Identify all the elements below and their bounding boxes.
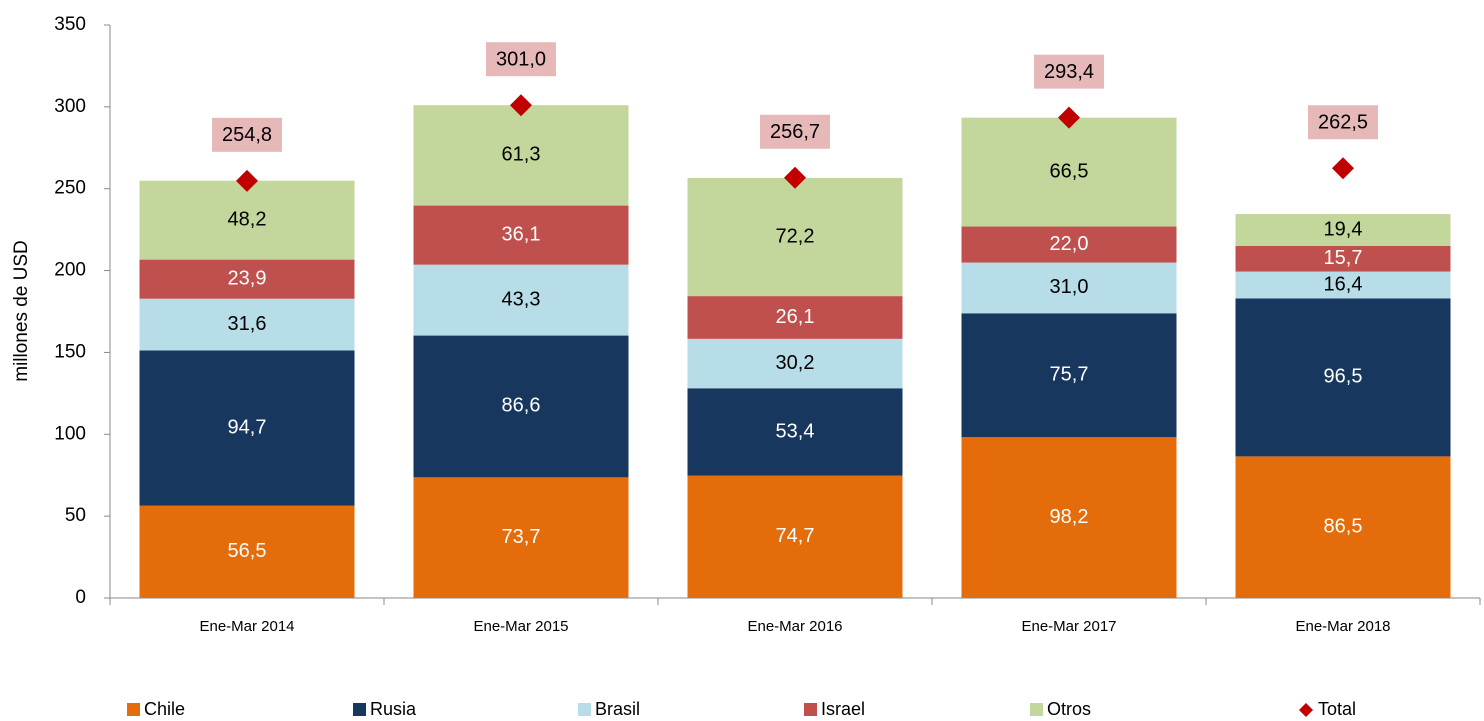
- data-label: 73,7: [502, 526, 541, 548]
- legend-swatch: [353, 703, 366, 716]
- legend-label: Rusia: [370, 699, 417, 719]
- data-label: 16,4: [1324, 273, 1363, 295]
- total-label: 293,4: [1044, 61, 1094, 83]
- bar-segment: [687, 177, 903, 297]
- data-label: 74,7: [776, 525, 815, 547]
- y-axis-label: millones de USD: [11, 240, 32, 382]
- data-label: 31,6: [228, 313, 267, 335]
- total-label: 256,7: [770, 121, 820, 143]
- bar-segment: [139, 298, 355, 351]
- legend-label: Brasil: [595, 699, 640, 719]
- y-tick-label: 300: [54, 96, 86, 117]
- y-tick-label: 150: [54, 341, 86, 362]
- data-label: 96,5: [1324, 366, 1363, 388]
- data-label: 94,7: [228, 416, 267, 438]
- legend-swatch: [804, 703, 817, 716]
- data-label: 72,2: [776, 225, 815, 247]
- bar-segment: [413, 205, 629, 265]
- bar-segment: [1235, 271, 1451, 299]
- data-label: 36,1: [502, 223, 541, 245]
- data-label: 56,5: [228, 540, 267, 562]
- data-label: 19,4: [1324, 218, 1363, 240]
- total-marker: [784, 166, 806, 189]
- x-tick-label: Ene-Mar 2016: [747, 618, 842, 635]
- total-marker: [1058, 106, 1080, 129]
- legend-label: Chile: [144, 699, 185, 719]
- bar-segment: [139, 350, 355, 506]
- data-label: 30,2: [776, 352, 815, 374]
- total-label: 301,0: [496, 49, 546, 71]
- data-label: 86,6: [502, 395, 541, 417]
- bar-segment: [413, 477, 629, 598]
- data-label: 48,2: [228, 208, 267, 230]
- x-tick-label: Ene-Mar 2018: [1295, 618, 1390, 635]
- bar-segment: [139, 259, 355, 299]
- y-tick-label: 200: [54, 260, 86, 281]
- bar-segment: [1235, 245, 1451, 272]
- bar-segment: [139, 505, 355, 598]
- legend-swatch: [578, 703, 591, 716]
- data-label: 31,0: [1050, 276, 1089, 298]
- data-label: 23,9: [228, 267, 267, 289]
- bar-segment: [1235, 298, 1451, 457]
- data-label: 86,5: [1324, 515, 1363, 537]
- total-label: 262,5: [1318, 112, 1368, 134]
- legend-swatch: [1030, 703, 1043, 716]
- data-label: 22,0: [1050, 233, 1089, 255]
- x-tick-label: Ene-Mar 2014: [199, 618, 294, 635]
- data-label: 61,3: [502, 144, 541, 166]
- data-label: 43,3: [502, 288, 541, 310]
- data-label: 66,5: [1050, 160, 1089, 182]
- data-label: 26,1: [776, 306, 815, 328]
- bar-segment: [961, 226, 1177, 263]
- x-tick-label: Ene-Mar 2015: [473, 618, 568, 635]
- data-label: 53,4: [776, 420, 815, 442]
- total-label-box: [1308, 105, 1378, 140]
- bar-segment: [687, 338, 903, 389]
- total-marker: [1332, 157, 1354, 180]
- legend-label: Israel: [821, 699, 865, 719]
- y-tick-label: 0: [75, 587, 86, 608]
- bar-segment: [687, 388, 903, 476]
- total-label-box: [212, 117, 282, 152]
- bar-segment: [961, 117, 1177, 227]
- total-label: 254,8: [222, 124, 272, 146]
- total-label-box: [760, 114, 830, 149]
- bar-segment: [687, 296, 903, 339]
- legend-label: Total: [1318, 699, 1356, 719]
- bar-segment: [687, 475, 903, 598]
- y-tick-label: 250: [54, 178, 86, 199]
- legend-swatch: [127, 703, 140, 716]
- legend-marker: [1299, 703, 1313, 717]
- data-label: 75,7: [1050, 364, 1089, 386]
- total-label-box: [486, 42, 556, 77]
- y-tick-label: 100: [54, 423, 86, 444]
- y-tick-label: 350: [54, 14, 86, 35]
- bar-segment: [413, 335, 629, 478]
- bar-segment: [961, 313, 1177, 438]
- bar-segment: [961, 437, 1177, 598]
- bar-segment: [413, 264, 629, 336]
- total-label-box: [1034, 54, 1104, 89]
- total-marker: [510, 94, 532, 117]
- bar-segment: [413, 105, 629, 206]
- y-tick-label: 50: [65, 505, 86, 526]
- data-label: 15,7: [1324, 247, 1363, 269]
- legend-label: Otros: [1047, 699, 1091, 719]
- bar-segment: [139, 180, 355, 260]
- data-label: 98,2: [1050, 506, 1089, 528]
- total-marker: [236, 169, 258, 192]
- bar-segment: [1235, 456, 1451, 598]
- bar-segment: [961, 262, 1177, 314]
- x-tick-label: Ene-Mar 2017: [1021, 618, 1116, 635]
- bar-segment: [1235, 214, 1451, 246]
